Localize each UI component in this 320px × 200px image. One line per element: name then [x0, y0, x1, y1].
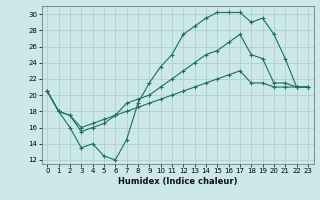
- X-axis label: Humidex (Indice chaleur): Humidex (Indice chaleur): [118, 177, 237, 186]
